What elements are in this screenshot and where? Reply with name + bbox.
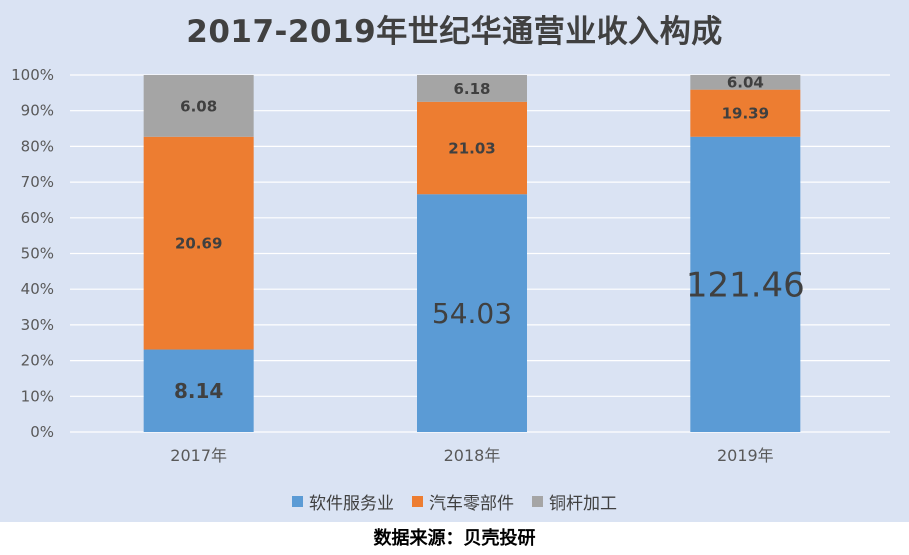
legend-label-auto-parts: 汽车零部件 (429, 494, 514, 514)
legend-item-auto-parts: 汽车零部件 (412, 489, 514, 514)
stacked-bar-chart: 0% 10% 20% 30% 40% 50% 60% 70% 80% 90% 100% 8.14 20… (11, 66, 890, 465)
y-tick-label: 20% (21, 352, 54, 370)
y-tick-label: 70% (21, 173, 54, 191)
data-label: 6.18 (453, 80, 490, 98)
bar-segment (143, 75, 254, 137)
data-label: 8.14 (174, 379, 223, 403)
y-tick-label: 80% (21, 137, 54, 155)
bar-segment (143, 136, 254, 350)
legend-label-software: 软件服务业 (309, 494, 394, 514)
y-tick-label: 40% (21, 280, 54, 298)
bar-segment (417, 101, 527, 195)
data-label: 6.08 (180, 97, 217, 115)
x-axis-ticks: 2017年 2018年 2019年 (170, 446, 773, 465)
y-tick-label: 90% (21, 102, 54, 120)
data-label: 121.46 (686, 266, 805, 306)
y-tick-label: 10% (21, 387, 54, 405)
legend-label-copper-rod: 铜杆加工 (549, 494, 617, 514)
legend-swatch-copper-rod (532, 496, 543, 507)
x-tick-label: 2018年 (444, 446, 501, 465)
data-label: 54.03 (432, 297, 512, 330)
data-label: 20.69 (175, 235, 222, 253)
y-tick-label: 0% (30, 423, 54, 441)
bar-segment (143, 349, 254, 432)
chart-panel: 0% 10% 20% 30% 40% 50% 60% 70% 80% 90% 100% 8.14 20… (0, 0, 909, 522)
bar-segment (417, 75, 527, 102)
legend-item-software: 软件服务业 (292, 489, 394, 514)
data-label: 21.03 (448, 139, 495, 157)
bar-segment (690, 89, 801, 137)
x-tick-label: 2017年 (170, 446, 227, 465)
data-source: 数据来源：贝壳投研 (373, 528, 536, 549)
bars: 8.14 20.69 6.08 54.03 21.03 6.18 121.46 19.39 6.… (143, 74, 805, 433)
y-tick-label: 30% (21, 316, 54, 334)
bar-segment (690, 136, 801, 433)
y-tick-label: 60% (21, 209, 54, 227)
y-tick-label: 50% (21, 245, 54, 263)
y-tick-label: 100% (11, 66, 54, 84)
data-label: 19.39 (722, 105, 769, 123)
x-tick-label: 2019年 (717, 446, 774, 465)
bar-segment (690, 75, 801, 90)
y-axis-ticks: 0% 10% 20% 30% 40% 50% 60% 70% 80% 90% 100% (11, 66, 54, 441)
legend-swatch-auto-parts (412, 496, 423, 507)
bar-segment (417, 194, 527, 432)
legend-swatch-software (292, 496, 303, 507)
legend: 软件服务业 汽车零部件 铜杆加工 (0, 489, 909, 514)
legend-item-copper-rod: 铜杆加工 (532, 489, 617, 514)
chart-title: 2017-2019年世纪华通营业收入构成 (186, 14, 723, 50)
data-label: 6.04 (727, 74, 764, 92)
